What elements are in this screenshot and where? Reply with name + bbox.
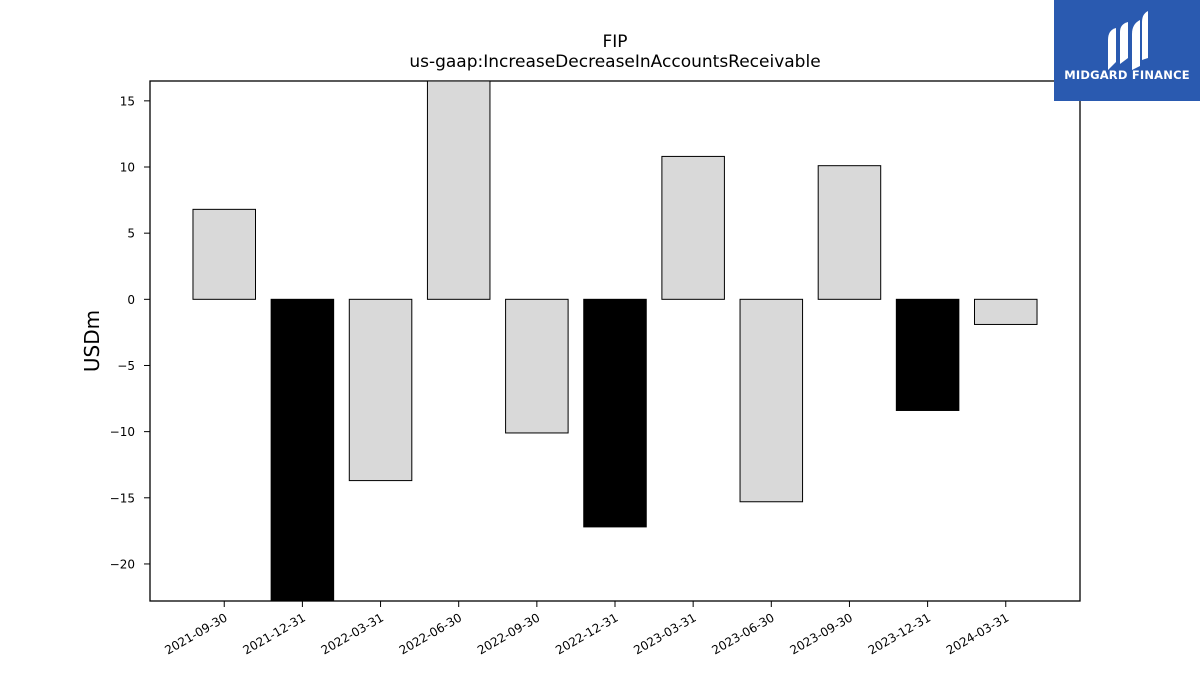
bar-2023-09-30 [817,165,882,300]
y-tick-label: 15 [120,94,135,108]
x-tick-label: 2023-09-30 [788,610,855,657]
y-tick-label: 0 [127,293,135,307]
chart-title: FIP [602,32,628,52]
bar-2022-12-31 [583,298,647,528]
x-tick-label: 2023-06-30 [709,610,776,657]
y-axis-label: USDm [80,310,104,372]
logo-text: MIDGARD FINANCE [1064,68,1190,82]
midgard-finance-logo: MIDGARD FINANCE [1054,0,1200,101]
x-tick-label: 2024-03-31 [944,610,1011,657]
bar-2024-03-31 [974,298,1038,325]
bar-2022-06-30 [426,80,491,300]
y-tick-label: 5 [127,227,135,241]
y-tick-label: −20 [110,557,135,571]
x-tick-label: 2022-06-30 [397,610,464,657]
x-tick-label: 2023-12-31 [866,610,933,657]
bar-2021-12-31 [270,298,335,602]
bar-2023-12-31 [895,298,960,411]
y-tick-label: −10 [110,425,135,439]
midgard-logo-icon [1108,11,1148,70]
x-tick-label: 2022-12-31 [553,610,620,657]
y-tick-label: 10 [120,161,135,175]
x-tick-label: 2022-03-31 [319,610,386,657]
y-tick-label: −5 [117,359,135,373]
bar-2022-03-31 [348,298,413,482]
bar-2021-09-30 [192,208,256,300]
bar-2023-03-31 [661,155,725,300]
x-tick-label: 2022-09-30 [475,610,542,657]
x-tick-label: 2021-12-31 [240,610,307,657]
y-tick-label: −15 [110,491,135,505]
bar-2022-09-30 [505,298,569,434]
x-tick-label: 2021-09-30 [162,610,229,657]
x-tick-label: 2023-03-31 [631,610,698,657]
chart-subtitle: us-gaap:IncreaseDecreaseInAccountsReceiv… [409,52,821,72]
bar-2023-06-30 [739,298,804,503]
